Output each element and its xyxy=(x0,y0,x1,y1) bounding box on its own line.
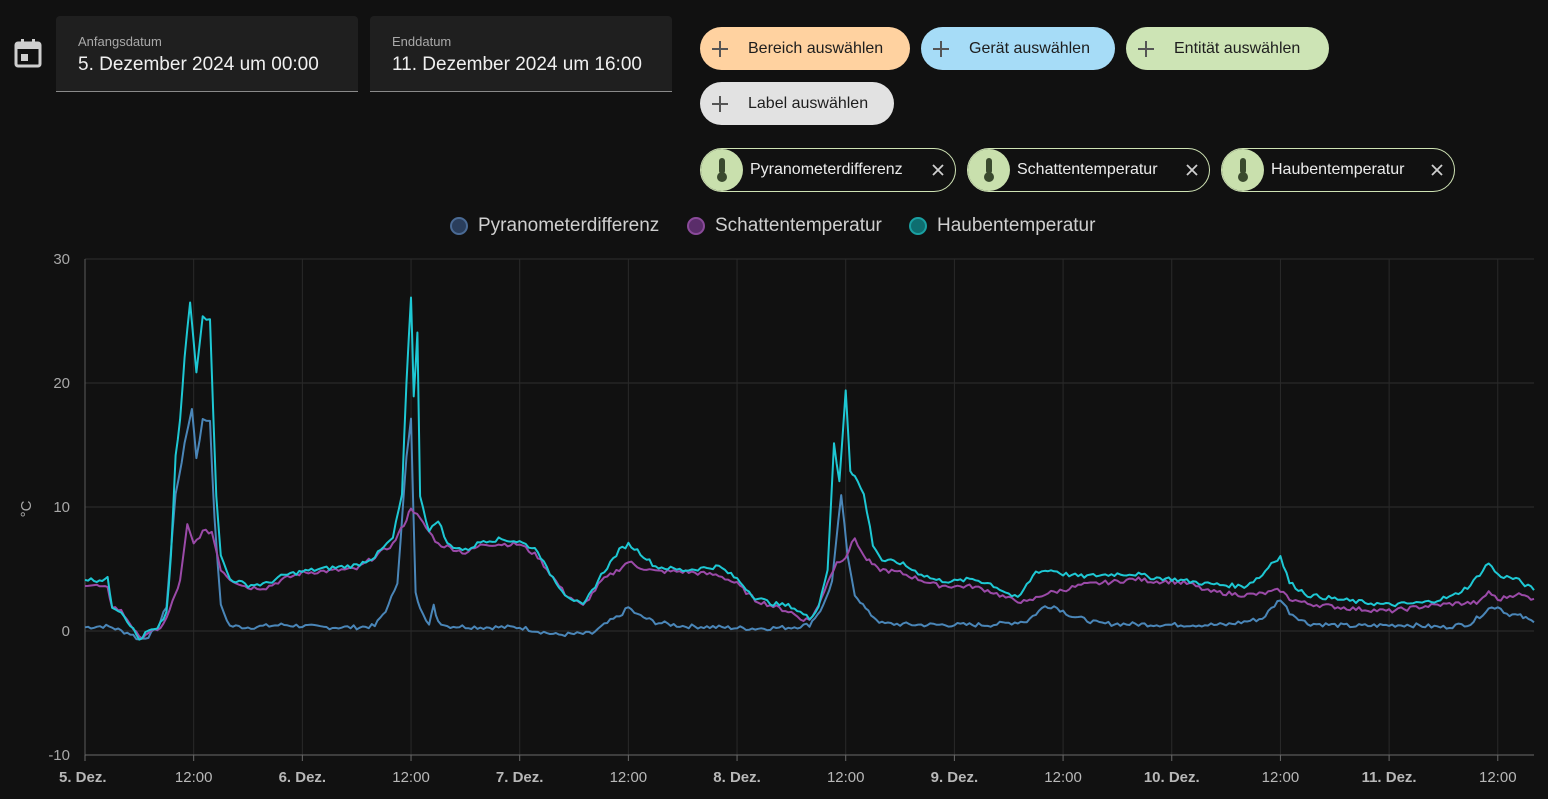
legend-label: Pyranometerdifferenz xyxy=(478,215,660,236)
start-date-value: 5. Dezember 2024 um 00:00 xyxy=(78,54,319,75)
end-date-value: 11. Dezember 2024 um 16:00 xyxy=(392,54,642,75)
legend-dot xyxy=(687,217,705,235)
calendar-icon[interactable] xyxy=(14,38,42,68)
select-area-label: Bereich auswählen xyxy=(748,39,884,57)
y-axis-label: °C xyxy=(18,500,35,517)
thermometer-icon xyxy=(1222,149,1264,191)
history-chart: 30 20 10 0 -10 5. Dez. 12:00 6. Dez. 12:00 7. Dez… xyxy=(18,251,1535,786)
legend-label: Haubentemperatur xyxy=(937,215,1096,236)
legend-item-haubentemperatur[interactable]: Haubentemperatur xyxy=(909,215,1095,237)
select-entity-button[interactable]: Entität auswählen xyxy=(1126,27,1329,70)
series-line-haubentemperatur xyxy=(84,296,1535,641)
y-tick-label: 30 xyxy=(53,251,70,268)
select-area-button[interactable]: Bereich auswählen xyxy=(700,27,910,70)
chart-legend: Pyranometerdifferenz Schattentemperatur … xyxy=(0,215,1548,241)
x-tick-label: 8. Dez. xyxy=(713,769,761,786)
x-tick-label: 5. Dez. xyxy=(59,769,107,786)
x-tick-label: 7. Dez. xyxy=(496,769,544,786)
select-entity-label: Entität auswählen xyxy=(1174,39,1301,57)
y-tick-label: 10 xyxy=(53,499,70,516)
entity-chip-pyranometerdifferenz[interactable]: Pyranometerdifferenz xyxy=(700,148,956,192)
entity-chip-label: Schattentemperatur xyxy=(1017,161,1158,178)
plus-icon xyxy=(1138,40,1154,57)
x-tick-label: 12:00 xyxy=(1262,769,1300,786)
plus-icon xyxy=(712,95,728,112)
x-tick-label: 12:00 xyxy=(175,769,213,786)
close-icon[interactable] xyxy=(1183,161,1201,179)
entity-chip-label: Pyranometerdifferenz xyxy=(750,161,903,178)
y-tick-label: 0 xyxy=(62,623,70,640)
y-tick-label: -10 xyxy=(48,747,70,764)
close-icon[interactable] xyxy=(1428,161,1446,179)
series-line-schattentemperatur xyxy=(84,507,1535,640)
series-line-pyranometerdifferenz xyxy=(84,408,1535,641)
end-date-field[interactable]: Enddatum 11. Dezember 2024 um 16:00 xyxy=(370,16,672,92)
legend-dot xyxy=(909,217,927,235)
thermometer-icon xyxy=(968,149,1010,191)
legend-dot xyxy=(450,217,468,235)
legend-item-schattentemperatur[interactable]: Schattentemperatur xyxy=(687,215,882,237)
plus-icon xyxy=(712,40,728,57)
start-date-field[interactable]: Anfangsdatum 5. Dezember 2024 um 00:00 xyxy=(56,16,358,92)
select-device-label: Gerät auswählen xyxy=(969,39,1090,57)
plus-icon xyxy=(933,40,949,57)
end-date-label: Enddatum xyxy=(392,34,452,49)
thermometer-icon xyxy=(701,149,743,191)
x-tick-label: 6. Dez. xyxy=(279,769,327,786)
y-tick-label: 20 xyxy=(53,375,70,392)
close-icon[interactable] xyxy=(929,161,947,179)
entity-chip-haubentemperatur[interactable]: Haubentemperatur xyxy=(1221,148,1455,192)
x-tick-label: 12:00 xyxy=(827,769,865,786)
select-label-label: Label auswählen xyxy=(748,94,869,112)
x-tick-label: 12:00 xyxy=(1044,769,1082,786)
legend-item-pyranometerdifferenz[interactable]: Pyranometerdifferenz xyxy=(450,215,659,237)
start-date-label: Anfangsdatum xyxy=(78,34,162,49)
select-device-button[interactable]: Gerät auswählen xyxy=(921,27,1115,70)
x-tick-label: 10. Dez. xyxy=(1144,769,1200,786)
entity-chip-label: Haubentemperatur xyxy=(1271,161,1405,178)
select-label-button[interactable]: Label auswählen xyxy=(700,82,894,125)
x-tick-label: 9. Dez. xyxy=(931,769,979,786)
x-tick-label: 12:00 xyxy=(392,769,430,786)
x-tick-label: 11. Dez. xyxy=(1362,769,1417,786)
entity-chip-schattentemperatur[interactable]: Schattentemperatur xyxy=(967,148,1210,192)
legend-label: Schattentemperatur xyxy=(715,215,882,236)
x-tick-label: 12:00 xyxy=(610,769,648,786)
x-tick-label: 12:00 xyxy=(1479,769,1517,786)
